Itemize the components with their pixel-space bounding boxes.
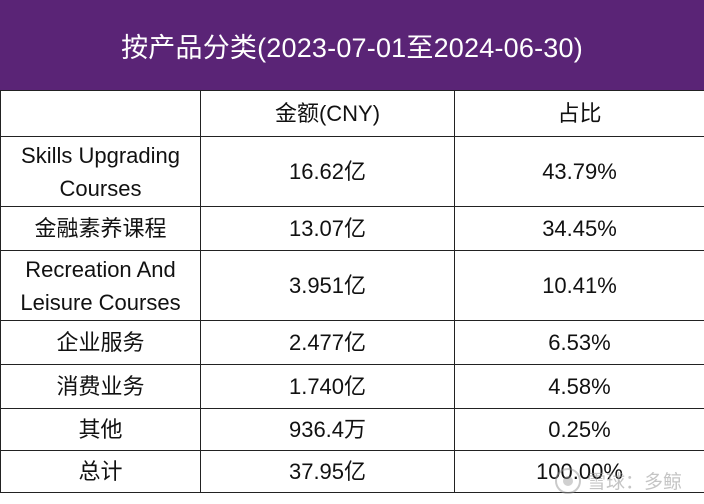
snowball-logo-icon [554, 467, 581, 494]
table-row: 金融素养课程 13.07亿 34.45% [0, 206, 704, 251]
row-label: 其他 [0, 408, 201, 451]
table-header-row: 金额(CNY) 占比 [0, 90, 704, 137]
row-amount: 13.07亿 [200, 206, 455, 251]
header-cell-share: 占比 [454, 90, 704, 137]
row-amount: 3.951亿 [200, 250, 455, 321]
table-row: 企业服务 2.477亿 6.53% [0, 320, 704, 365]
row-share: 4.58% [454, 364, 704, 409]
table-total-row: 总计 37.95亿 100.00% [0, 450, 704, 493]
row-share: 0.25% [454, 408, 704, 451]
row-label: Skills Upgrading Courses [0, 136, 201, 207]
table-row: Recreation And Leisure Courses 3.951亿 10… [0, 250, 704, 321]
row-label: 消费业务 [0, 364, 201, 409]
total-label: 总计 [0, 450, 201, 493]
header-cell-category [0, 90, 201, 137]
row-amount: 936.4万 [200, 408, 455, 451]
product-breakdown-table: 金额(CNY) 占比 Skills Upgrading Courses 16.6… [0, 90, 704, 493]
table-row: 其他 936.4万 0.25% [0, 408, 704, 451]
total-share: 100.00% [454, 450, 704, 493]
header-cell-amount: 金额(CNY) [200, 90, 455, 137]
total-amount: 37.95亿 [200, 450, 455, 493]
watermark: 雪球：多鲸 [554, 467, 682, 494]
table-row: 消费业务 1.740亿 4.58% [0, 364, 704, 409]
row-share: 6.53% [454, 320, 704, 365]
row-share: 43.79% [454, 136, 704, 207]
row-share: 34.45% [454, 206, 704, 251]
row-amount: 2.477亿 [200, 320, 455, 365]
row-label: 企业服务 [0, 320, 201, 365]
row-amount: 1.740亿 [200, 364, 455, 409]
row-amount: 16.62亿 [200, 136, 455, 207]
watermark-text: 雪球：多鲸 [586, 472, 682, 493]
row-share: 10.41% [454, 250, 704, 321]
row-label: 金融素养课程 [0, 206, 201, 251]
table-row: Skills Upgrading Courses 16.62亿 43.79% [0, 136, 704, 207]
table-title: 按产品分类(2023-07-01至2024-06-30) [0, 0, 704, 90]
row-label: Recreation And Leisure Courses [0, 250, 201, 321]
